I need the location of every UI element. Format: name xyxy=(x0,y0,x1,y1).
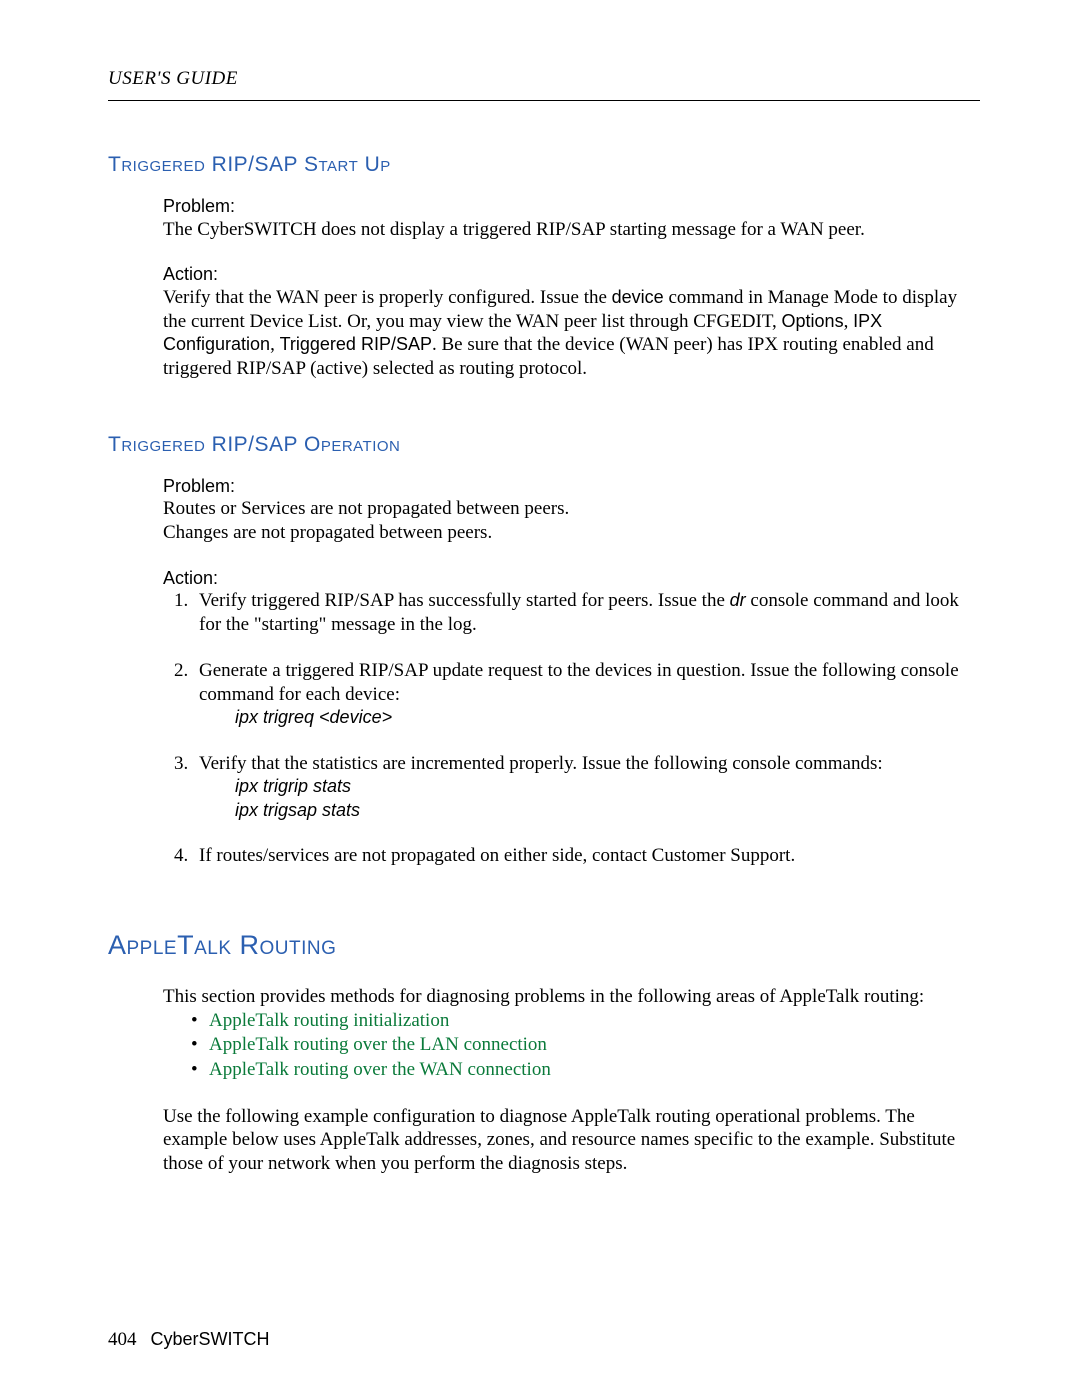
page: USER'S GUIDE Triggered RIP/SAP Start Up … xyxy=(0,0,1080,1397)
text: , xyxy=(270,334,280,355)
inline-command: dr xyxy=(730,590,746,610)
inline-ui-path: Triggered RIP/SAP xyxy=(280,334,432,354)
text: Generate a triggered RIP/SAP update requ… xyxy=(199,660,959,705)
link-appletalk-lan[interactable]: AppleTalk routing over the LAN connectio… xyxy=(209,1034,547,1055)
problem-label: Problem: xyxy=(163,195,980,218)
text: If routes/services are not propagated on… xyxy=(199,845,795,866)
console-command: ipx trigreq <device> xyxy=(235,706,980,729)
step-item: Generate a triggered RIP/SAP update requ… xyxy=(193,659,980,730)
running-header: USER'S GUIDE xyxy=(108,68,980,90)
section-body: This section provides methods for diagno… xyxy=(163,985,980,1176)
problem-label: Problem: xyxy=(163,475,980,498)
step-item: Verify that the statistics are increment… xyxy=(193,752,980,823)
problem-text: The CyberSWITCH does not display a trigg… xyxy=(163,218,980,242)
heading-triggered-operation: Triggered RIP/SAP Operation xyxy=(108,433,980,457)
page-footer: 404 CyberSWITCH xyxy=(108,1329,270,1351)
inline-ui-path: Options xyxy=(782,311,844,331)
header-rule xyxy=(108,100,980,101)
action-label: Action: xyxy=(163,263,980,286)
link-appletalk-wan[interactable]: AppleTalk routing over the WAN connectio… xyxy=(209,1059,551,1080)
text: Verify that the WAN peer is properly con… xyxy=(163,287,612,308)
link-appletalk-init[interactable]: AppleTalk routing initialization xyxy=(209,1010,449,1031)
text: Verify triggered RIP/SAP has successfull… xyxy=(199,590,730,611)
step-item: Verify triggered RIP/SAP has successfull… xyxy=(193,589,980,637)
action-label: Action: xyxy=(163,567,980,590)
list-item: AppleTalk routing over the WAN connectio… xyxy=(191,1058,980,1083)
list-item: AppleTalk routing initialization xyxy=(191,1009,980,1034)
page-number: 404 xyxy=(108,1329,137,1350)
problem-line: Changes are not propagated between peers… xyxy=(163,521,980,545)
intro-text: This section provides methods for diagno… xyxy=(163,985,980,1009)
link-list: AppleTalk routing initialization AppleTa… xyxy=(163,1009,980,1083)
step-item: If routes/services are not propagated on… xyxy=(193,844,980,868)
console-command: ipx trigsap stats xyxy=(235,799,980,822)
section-body: Problem: The CyberSWITCH does not displa… xyxy=(163,195,980,381)
text: , xyxy=(844,311,854,332)
inline-command: device xyxy=(612,287,664,307)
heading-appletalk-routing: AppleTalk Routing xyxy=(108,930,980,961)
list-item: AppleTalk routing over the LAN connectio… xyxy=(191,1033,980,1058)
product-name: CyberSWITCH xyxy=(151,1329,270,1349)
action-text: Verify that the WAN peer is properly con… xyxy=(163,286,980,381)
problem-line: Routes or Services are not propagated be… xyxy=(163,497,980,521)
section-body: Problem: Routes or Services are not prop… xyxy=(163,475,980,868)
heading-triggered-startup: Triggered RIP/SAP Start Up xyxy=(108,153,980,177)
text: Verify that the statistics are increment… xyxy=(199,753,883,774)
console-command: ipx trigrip stats xyxy=(235,775,980,798)
action-steps: Verify triggered RIP/SAP has successfull… xyxy=(163,589,980,868)
outro-text: Use the following example configuration … xyxy=(163,1105,980,1176)
